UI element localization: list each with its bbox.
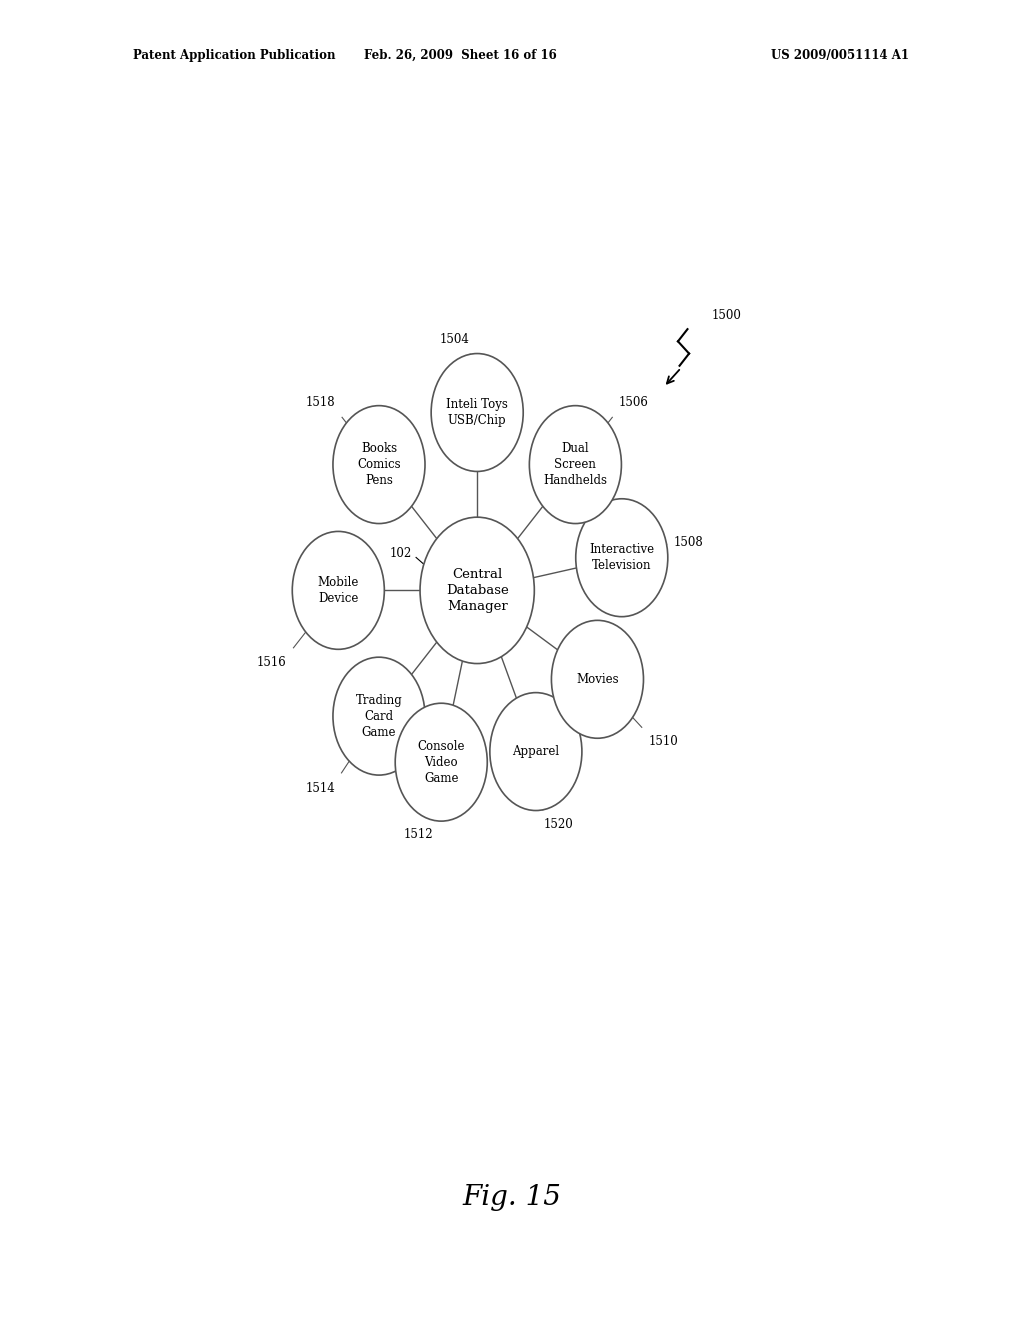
Circle shape — [395, 704, 487, 821]
Text: Central
Database
Manager: Central Database Manager — [445, 568, 509, 612]
Text: US 2009/0051114 A1: US 2009/0051114 A1 — [771, 49, 908, 62]
Circle shape — [575, 499, 668, 616]
Text: 1518: 1518 — [306, 396, 335, 409]
Text: Fig. 15: Fig. 15 — [463, 1184, 561, 1210]
Text: 1506: 1506 — [620, 396, 649, 409]
Text: 1510: 1510 — [649, 735, 679, 748]
Text: Feb. 26, 2009  Sheet 16 of 16: Feb. 26, 2009 Sheet 16 of 16 — [365, 49, 557, 62]
Circle shape — [333, 405, 425, 524]
Text: Patent Application Publication: Patent Application Publication — [133, 49, 336, 62]
Circle shape — [420, 517, 535, 664]
Text: 1514: 1514 — [305, 783, 335, 795]
Text: 102: 102 — [390, 548, 412, 560]
Text: 1516: 1516 — [257, 656, 287, 669]
Text: Console
Video
Game: Console Video Game — [418, 739, 465, 784]
Text: Dual
Screen
Handhelds: Dual Screen Handhelds — [544, 442, 607, 487]
Circle shape — [552, 620, 643, 738]
Text: Interactive
Television: Interactive Television — [589, 544, 654, 572]
Circle shape — [292, 532, 384, 649]
Text: 1508: 1508 — [674, 536, 703, 549]
Text: 1500: 1500 — [712, 309, 741, 322]
Text: 1512: 1512 — [403, 828, 433, 841]
Text: Mobile
Device: Mobile Device — [317, 576, 359, 605]
Circle shape — [529, 405, 622, 524]
Text: 1520: 1520 — [544, 817, 573, 830]
Text: Apparel: Apparel — [512, 744, 559, 758]
Text: Trading
Card
Game: Trading Card Game — [355, 693, 402, 739]
Circle shape — [489, 693, 582, 810]
Text: Books
Comics
Pens: Books Comics Pens — [357, 442, 400, 487]
Text: 1504: 1504 — [439, 334, 469, 346]
Circle shape — [431, 354, 523, 471]
Text: Inteli Toys
USB/Chip: Inteli Toys USB/Chip — [446, 399, 508, 426]
Circle shape — [333, 657, 425, 775]
Text: Movies: Movies — [577, 673, 618, 686]
